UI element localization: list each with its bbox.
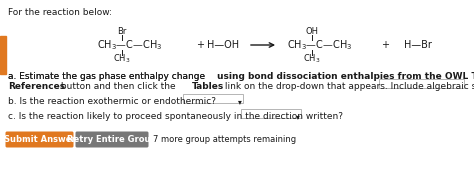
Text: a. Estimate the gas phase enthalpy change: a. Estimate the gas phase enthalpy chang… [8, 72, 208, 81]
Text: Tables: Tables [191, 82, 224, 91]
Text: c. Is the reaction likely to proceed spontaneously in the direction written?: c. Is the reaction likely to proceed spo… [8, 112, 343, 121]
FancyBboxPatch shape [6, 132, 73, 147]
Text: ▾: ▾ [296, 112, 300, 121]
FancyBboxPatch shape [241, 109, 301, 118]
Text: Br: Br [117, 27, 127, 36]
Text: a. Estimate the gas phase enthalpy change: a. Estimate the gas phase enthalpy chang… [8, 72, 208, 81]
FancyBboxPatch shape [75, 132, 148, 147]
Text: CH$_3$: CH$_3$ [113, 53, 131, 65]
Text: b. Is the reaction exothermic or endothermic?: b. Is the reaction exothermic or endothe… [8, 97, 216, 106]
FancyBboxPatch shape [183, 94, 243, 103]
Text: 7 more group attempts remaining: 7 more group attempts remaining [153, 135, 296, 144]
Text: a. Estimate the gas phase enthalpy change using bond dissociation enthalpies fro: a. Estimate the gas phase enthalpy chang… [8, 72, 474, 81]
Text: CH$_3$—C—CH$_3$: CH$_3$—C—CH$_3$ [287, 38, 353, 52]
Text: CH$_3$—C—CH$_3$: CH$_3$—C—CH$_3$ [97, 38, 163, 52]
Text: OH: OH [306, 27, 319, 36]
Text: ▾: ▾ [238, 97, 242, 106]
Text: References: References [8, 82, 65, 91]
Text: button and then click the: button and then click the [58, 82, 178, 91]
FancyBboxPatch shape [379, 79, 464, 88]
Text: H—OH: H—OH [207, 40, 239, 50]
Text: +: + [381, 40, 389, 50]
Text: Retry Entire Group: Retry Entire Group [67, 135, 157, 144]
Text: CH$_3$: CH$_3$ [303, 53, 321, 65]
Text: link on the drop-down that appears. Include algebraic sign and units.: link on the drop-down that appears. Incl… [221, 82, 474, 91]
Text: +: + [196, 40, 204, 50]
Text: For the reaction below:: For the reaction below: [8, 8, 112, 17]
Text: using bond dissociation enthalpies from the OWL Table Reference: using bond dissociation enthalpies from … [217, 72, 474, 81]
Text: H—Br: H—Br [404, 40, 432, 50]
Bar [0, 36, 6, 74]
Text: Submit Answer: Submit Answer [4, 135, 75, 144]
